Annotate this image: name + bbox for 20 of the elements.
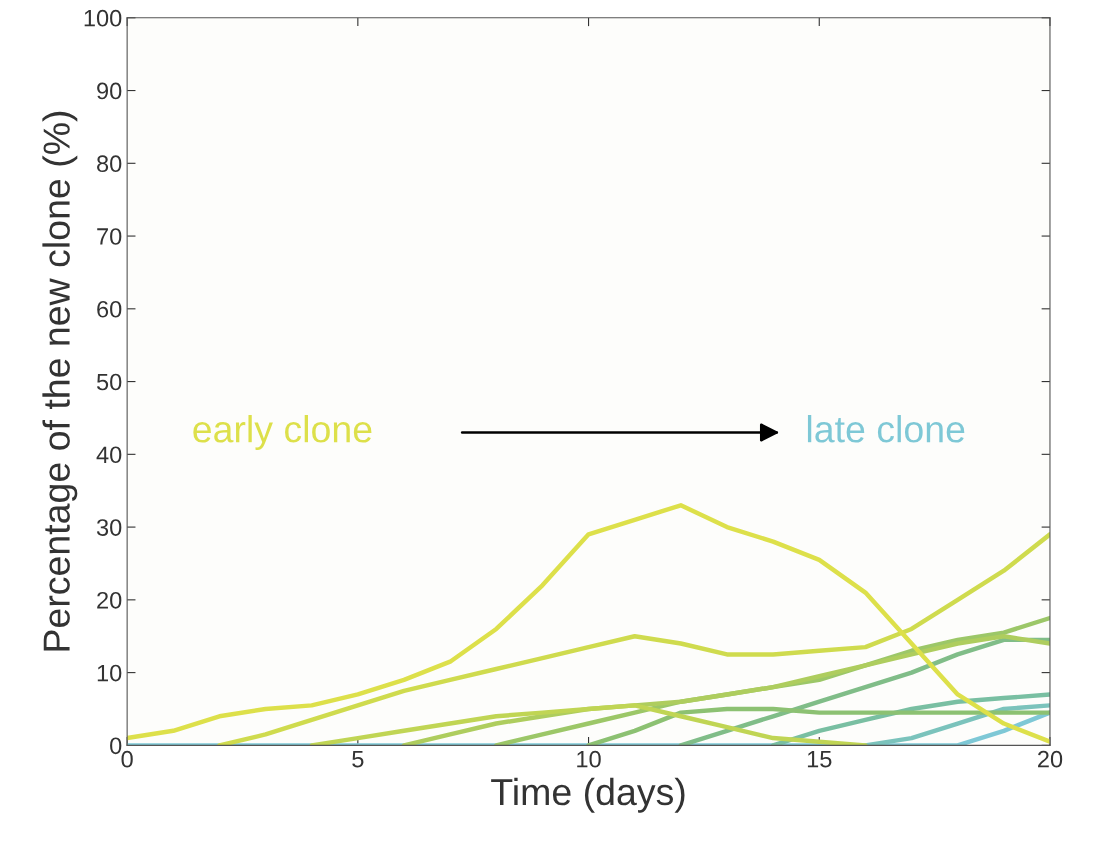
annotation: early clone — [193, 415, 372, 450]
y-tick-label: 60 — [97, 300, 122, 318]
y-axis-title: Percentage of the new clone (%) — [42, 111, 78, 651]
y-tick-label: 80 — [97, 155, 122, 173]
y-tick-label: 0 — [110, 737, 122, 755]
x-tick-label: 20 — [1038, 750, 1063, 768]
x-tick-label: 15 — [807, 751, 832, 768]
y-tick-label: 30 — [96, 519, 122, 536]
y-tick-label: 90 — [97, 82, 122, 100]
y-tick-label: 20 — [97, 591, 122, 609]
x-axis-title: Time (days) — [491, 777, 685, 813]
annotation: late clone — [807, 415, 965, 443]
y-tick-label: 10 — [97, 664, 122, 682]
x-tick-label: 5 — [352, 751, 364, 768]
x-tick-label: 0 — [121, 750, 133, 768]
y-tick-label: 50 — [96, 373, 122, 391]
x-tick-label: 10 — [577, 750, 601, 768]
y-tick-label: 40 — [96, 446, 122, 464]
y-tick-label: 70 — [97, 228, 122, 245]
y-tick-label: 100 — [84, 9, 122, 27]
